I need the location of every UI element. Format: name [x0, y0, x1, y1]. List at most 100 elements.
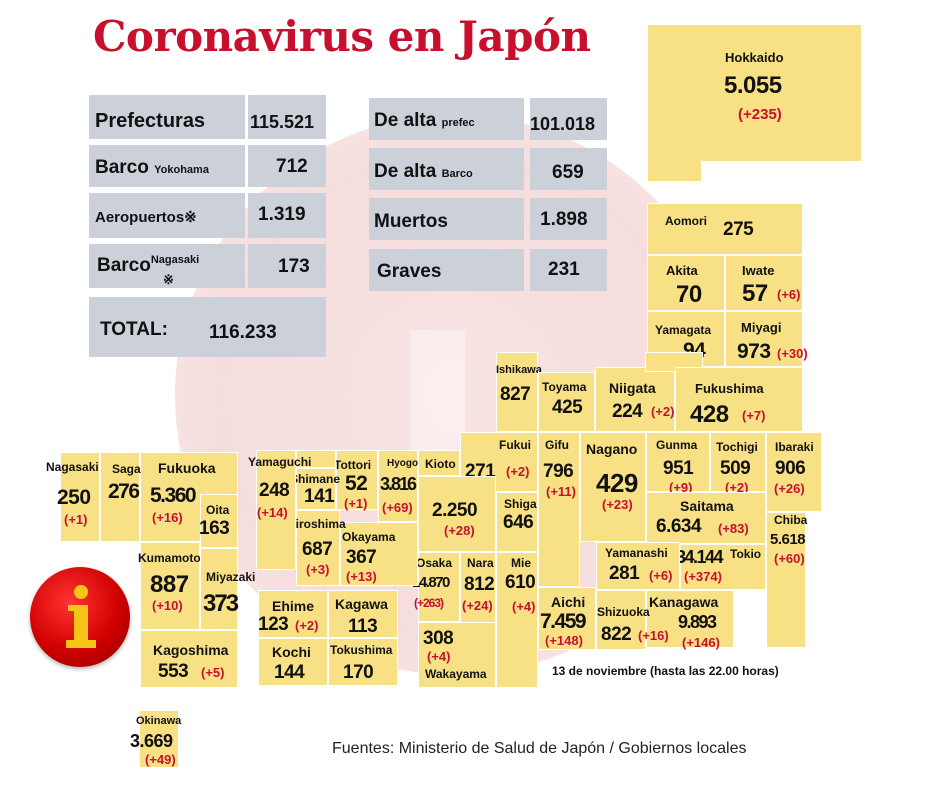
pref-delta-okayama: (+13) — [346, 569, 377, 584]
pref-name-kagoshima: Kagoshima — [153, 642, 229, 658]
pref-delta-mie: (+4) — [512, 599, 536, 614]
tile-hiroshima — [296, 510, 340, 586]
pref-delta-gunma: (+9) — [669, 480, 693, 495]
summary-box — [369, 148, 524, 190]
total-box — [89, 297, 326, 357]
pref-value-kochi: 144 — [274, 662, 305, 683]
pref-value-niigata: 224 — [612, 401, 643, 422]
tile-aichi — [538, 587, 596, 650]
total-value: 116.233 — [209, 322, 277, 343]
pref-value-aomori: 275 — [723, 219, 754, 240]
tile-osaka — [418, 552, 460, 622]
summary-label: Graves — [377, 261, 442, 282]
pref-value-wakayama: 308 — [423, 628, 454, 649]
tile-gifu — [538, 432, 580, 587]
tile-ehime — [258, 590, 328, 638]
pref-value-miyagi: 973 — [737, 340, 771, 363]
pref-value-kanagawa: 9.893 — [678, 612, 717, 632]
pref-delta-fukui: (+2) — [506, 464, 530, 479]
pref-value-tokushima: 170 — [343, 662, 374, 683]
tile-tochigi — [710, 432, 766, 492]
tile-kioto — [418, 476, 496, 552]
pref-value-nara: 812 — [464, 574, 495, 595]
pref-name-gunma: Gunma — [656, 438, 698, 452]
pref-name-toyama: Toyama — [542, 380, 587, 394]
tile-yamaguchi — [256, 450, 296, 570]
summary-box — [248, 244, 326, 288]
pref-value-akita: 70 — [676, 281, 702, 308]
pref-value-gunma: 951 — [663, 458, 694, 479]
tile-nagasaki — [60, 452, 100, 542]
pref-value-okayama: 367 — [346, 547, 377, 568]
pref-name-tochigi: Tochigi — [716, 440, 758, 454]
pref-name-mie: Mie — [511, 556, 532, 570]
tile-miyazaki — [200, 548, 238, 630]
pref-value-hyogo: 3.816 — [380, 474, 417, 494]
pref-value-hiroshima: 687 — [302, 539, 333, 560]
summary-label: De alta Barco — [374, 161, 473, 182]
pref-value-gifu: 796 — [543, 461, 574, 482]
pref-name-yamaguchi: Yamaguchi — [248, 455, 312, 469]
tile-ishikawa — [496, 352, 538, 432]
pref-value-osaka: 14.870 — [412, 574, 450, 591]
pref-delta-aichi: (+148) — [545, 633, 583, 648]
summary-box — [530, 98, 607, 140]
pref-name-kagawa: Kagawa — [335, 596, 388, 612]
pref-delta-iwate: (+6) — [777, 287, 801, 302]
summary-value: 1.319 — [258, 204, 306, 225]
pref-value-saga: 276 — [108, 480, 140, 503]
tile-toyama — [538, 372, 595, 432]
pref-name-ehime: Ehime — [272, 598, 315, 614]
pref-value-fukushima: 428 — [690, 401, 729, 428]
summary-label: Prefecturas — [95, 110, 206, 132]
pref-delta-hokkaido: (+235) — [738, 106, 782, 123]
summary-value: 659 — [552, 162, 584, 183]
sources-note: Fuentes: Ministerio de Salud de Japón / … — [332, 740, 747, 757]
summary-box — [369, 249, 524, 291]
pref-value-shizuoka: 822 — [601, 624, 632, 645]
pref-name-aomori: Aomori — [665, 214, 707, 228]
pref-name-okinawa: Okinawa — [136, 715, 182, 727]
summary-box — [530, 249, 607, 291]
summary-value: 712 — [276, 156, 308, 177]
pref-delta-fukushima: (+7) — [742, 408, 766, 423]
summary-label: Aeropuertos※ — [95, 209, 197, 226]
pref-name-kanagawa: Kanagawa — [649, 594, 719, 610]
pref-delta-hyogo: (+69) — [382, 500, 413, 515]
tile-niigata — [595, 367, 675, 432]
summary-box — [89, 95, 245, 139]
pref-name-iwate: Iwate — [742, 263, 775, 278]
pref-delta-chiba: (+60) — [774, 551, 805, 566]
summary-box — [369, 98, 524, 140]
info-icon-dot — [74, 585, 88, 599]
pref-name-ishikawa: Ishikawa — [496, 364, 542, 376]
summary-value: 231 — [548, 259, 580, 280]
pref-name-tottori: Tottori — [334, 458, 372, 472]
pref-value-yamanashi: 281 — [609, 563, 640, 584]
pref-value-mie: 610 — [505, 572, 536, 593]
pref-name-hiroshima: Hiroshima — [287, 517, 346, 531]
pref-name-saitama: Saitama — [680, 498, 734, 514]
pref-name-gifu: Gifu — [545, 438, 569, 452]
tile-iwate — [725, 255, 803, 311]
pref-delta-kioto: (+28) — [444, 523, 475, 538]
pref-name-miyagi: Miyagi — [741, 320, 782, 335]
pref-value-tochigi: 509 — [720, 458, 751, 479]
summary-value: 1.898 — [540, 209, 588, 230]
pref-delta-nagano: (+23) — [602, 497, 633, 512]
pref-name-kioto: Kioto — [425, 457, 456, 471]
info-icon — [30, 567, 130, 667]
pref-delta-shizuoka: (+16) — [638, 628, 669, 643]
summary-box — [530, 148, 607, 190]
summary-box — [248, 193, 326, 238]
pref-name-yamanashi: Yamanashi — [605, 546, 668, 560]
tile-akita — [647, 255, 725, 311]
pref-delta-miyagi: (+30) — [777, 346, 808, 361]
tile-okinawa — [139, 710, 179, 768]
pref-name-hyogo: Hyogo — [387, 458, 419, 469]
tile-aomori — [647, 203, 803, 255]
tile-saga — [100, 452, 140, 542]
tile-kumamoto — [140, 542, 200, 630]
pref-value-hokkaido: 5.055 — [724, 72, 782, 99]
pref-value-toyama: 425 — [552, 397, 583, 418]
